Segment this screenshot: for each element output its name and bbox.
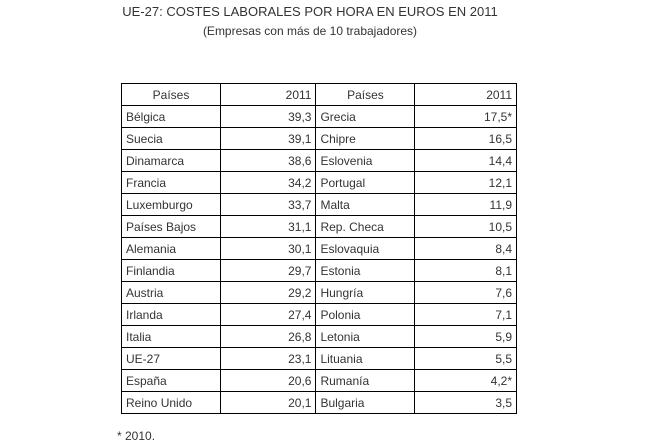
country-cell: Finlandia bbox=[121, 259, 221, 282]
header-row: Países 2011 Países 2011 bbox=[121, 83, 517, 106]
country-cell: España bbox=[121, 369, 221, 392]
cost-cell: 8,1 bbox=[414, 259, 517, 282]
country-cell: Portugal bbox=[315, 171, 416, 194]
cost-cell: 20,6 bbox=[219, 369, 317, 392]
country-cell: Dinamarca bbox=[121, 149, 221, 172]
country-cell: Bélgica bbox=[121, 105, 221, 128]
country-cell: Letonia bbox=[315, 325, 416, 348]
cost-cell: 11,9 bbox=[414, 193, 517, 216]
table-row: Italia 26,8 Letonia 5,9 bbox=[121, 325, 517, 348]
cost-cell: 20,1 bbox=[219, 391, 317, 414]
cost-cell: 14,4 bbox=[414, 149, 517, 172]
table-row: Reino Unido 20,1 Bulgaria 3,5 bbox=[121, 391, 517, 414]
table-row: Alemania 30,1 Eslovaquia 8,4 bbox=[121, 237, 517, 260]
country-cell: Malta bbox=[315, 193, 416, 216]
country-cell: Rumanía bbox=[315, 369, 416, 392]
subtitle: (Empresas con más de 10 trabajadores) bbox=[202, 24, 418, 38]
cost-cell: 17,5* bbox=[414, 105, 517, 128]
country-cell: Países Bajos bbox=[121, 215, 221, 238]
country-cell: Irlanda bbox=[121, 303, 221, 326]
country-cell: Chipre bbox=[315, 127, 416, 150]
country-cell: Austria bbox=[121, 281, 221, 304]
cost-cell: 27,4 bbox=[219, 303, 317, 326]
country-cell: Lituania bbox=[315, 347, 416, 370]
cost-cell: 16,5 bbox=[414, 127, 517, 150]
country-cell: Estonia bbox=[315, 259, 416, 282]
cost-cell: 12,1 bbox=[414, 171, 517, 194]
country-cell: UE-27 bbox=[121, 347, 221, 370]
cost-cell: 23,1 bbox=[219, 347, 317, 370]
cost-cell: 3,5 bbox=[414, 391, 517, 414]
country-cell: Luxemburgo bbox=[121, 193, 221, 216]
country-cell: Reino Unido bbox=[121, 391, 221, 414]
table-row: Luxemburgo 33,7 Malta 11,9 bbox=[121, 193, 517, 216]
table-row: Suecia 39,1 Chipre 16,5 bbox=[121, 127, 517, 150]
cost-cell: 29,2 bbox=[219, 281, 317, 304]
cost-cell: 4,2* bbox=[414, 369, 517, 392]
country-cell: Polonia bbox=[315, 303, 416, 326]
table-row: Austria 29,2 Hungría 7,6 bbox=[121, 281, 517, 304]
cost-cell: 26,8 bbox=[219, 325, 317, 348]
country-cell: Bulgaria bbox=[315, 391, 416, 414]
cost-cell: 7,6 bbox=[414, 281, 517, 304]
table-head: Países 2011 Países 2011 bbox=[121, 83, 517, 106]
table-row: Dinamarca 38,6 Eslovenia 14,4 bbox=[121, 149, 517, 172]
country-cell: Eslovenia bbox=[315, 149, 416, 172]
country-cell: Hungría bbox=[315, 281, 416, 304]
column-header: Países bbox=[121, 83, 221, 106]
country-cell: Suecia bbox=[121, 127, 221, 150]
footnote: * 2010. bbox=[117, 429, 156, 443]
cost-cell: 5,9 bbox=[414, 325, 517, 348]
table-row: Irlanda 27,4 Polonia 7,1 bbox=[121, 303, 517, 326]
country-cell: Alemania bbox=[121, 237, 221, 260]
cost-cell: 33,7 bbox=[219, 193, 317, 216]
country-cell: Grecia bbox=[315, 105, 416, 128]
cost-table: Países 2011 Países 2011 Bélgica 39,3 Grecia 17… bbox=[121, 83, 517, 414]
cost-cell: 8,4 bbox=[414, 237, 517, 260]
column-header: Países bbox=[315, 83, 416, 106]
country-cell: Italia bbox=[121, 325, 221, 348]
cost-cell: 39,1 bbox=[219, 127, 317, 150]
title: UE-27: COSTES LABORALES POR HORA EN EURO… bbox=[122, 4, 498, 19]
column-header: 2011 bbox=[219, 83, 317, 106]
table-row: Francia 34,2 Portugal 12,1 bbox=[121, 171, 517, 194]
country-cell: Eslovaquia bbox=[315, 237, 416, 260]
cost-cell: 10,5 bbox=[414, 215, 517, 238]
country-cell: Rep. Checa bbox=[315, 215, 416, 238]
country-cell: Francia bbox=[121, 171, 221, 194]
cost-cell: 31,1 bbox=[219, 215, 317, 238]
cost-cell: 38,6 bbox=[219, 149, 317, 172]
cost-cell: 7,1 bbox=[414, 303, 517, 326]
table-body: Bélgica 39,3 Grecia 17,5* Suecia 39,1 Chipre 16… bbox=[121, 105, 517, 414]
table-row: Países Bajos 31,1 Rep. Checa 10,5 bbox=[121, 215, 517, 238]
cost-cell: 39,3 bbox=[219, 105, 317, 128]
table-row: Finlandia 29,7 Estonia 8,1 bbox=[121, 259, 517, 282]
cost-cell: 34,2 bbox=[219, 171, 317, 194]
table-row: UE-27 23,1 Lituania 5,5 bbox=[121, 347, 517, 370]
cost-cell: 5,5 bbox=[414, 347, 517, 370]
cost-cell: 30,1 bbox=[219, 237, 317, 260]
table-row: España 20,6 Rumanía 4,2* bbox=[121, 369, 517, 392]
cost-cell: 29,7 bbox=[219, 259, 317, 282]
column-header: 2011 bbox=[414, 83, 517, 106]
table-row: Bélgica 39,3 Grecia 17,5* bbox=[121, 105, 517, 128]
